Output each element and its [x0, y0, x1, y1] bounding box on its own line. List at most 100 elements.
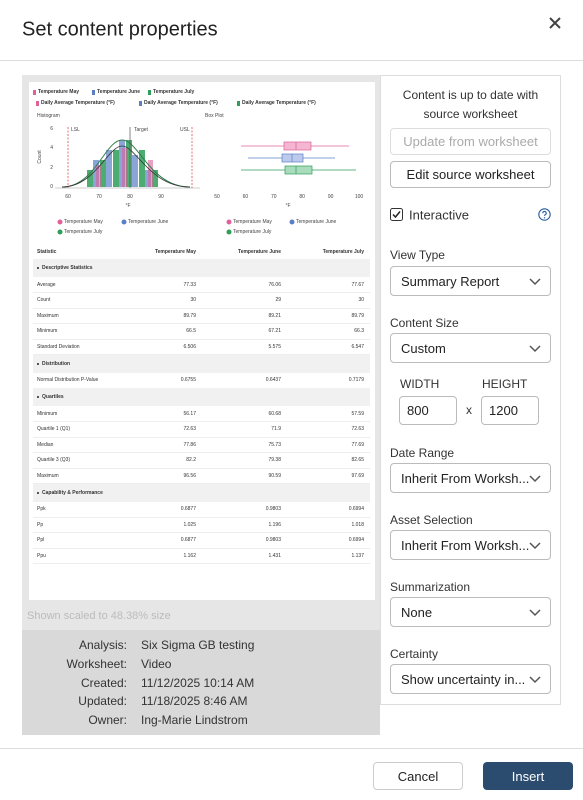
- table-cell-number: 77.86: [183, 441, 196, 448]
- table-cell-number: 5.575: [268, 343, 281, 350]
- legend-label: Temperature May: [233, 219, 272, 225]
- preview-page: [29, 82, 375, 600]
- content-size-select[interactable]: Custom: [390, 333, 551, 363]
- table-cell-number: 77.67: [351, 281, 364, 288]
- table-cell-number: 1.137: [351, 552, 364, 559]
- x-tick-label: 50: [214, 194, 220, 200]
- table-cell-label: Maximum: [37, 472, 59, 479]
- meta-label: Worksheet:: [66, 656, 127, 671]
- field-label: Content Size: [390, 316, 459, 330]
- legend-dots: [57, 219, 295, 235]
- y-tick-label: 2: [50, 164, 53, 171]
- chip-icon: [92, 89, 95, 95]
- table-cell-number: 77.69: [351, 441, 364, 448]
- table-cell-number: 0.9803: [265, 506, 281, 513]
- legend-label: Temperature May: [64, 219, 103, 225]
- metadata-panel: [22, 630, 380, 735]
- cancel-button[interactable]: Cancel: [373, 762, 463, 790]
- status-text: Content is up to date with source worksh…: [402, 88, 539, 121]
- select-value: Custom: [401, 340, 446, 356]
- table-cell-number: 89.21: [268, 312, 281, 319]
- divider: [0, 748, 583, 749]
- table-cell-number: Temperature May: [154, 249, 196, 255]
- row-separator: [33, 563, 370, 564]
- table-cell-number: 6.547: [351, 343, 364, 350]
- table-cell-number: 0.6877: [180, 506, 196, 513]
- table-cell-number: 82.65: [351, 457, 364, 464]
- table-cell-number: 30: [358, 297, 364, 304]
- meta-label: Updated:: [78, 694, 127, 709]
- row-separator: [33, 516, 370, 517]
- summarization-select[interactable]: None: [390, 597, 551, 627]
- table-cell-number: 75.73: [268, 441, 281, 448]
- table-cell-number: 57.59: [351, 410, 364, 417]
- width-input[interactable]: 800: [399, 396, 457, 425]
- table-cell-label: Pp: [37, 521, 44, 528]
- x-tick-label: 70: [271, 194, 277, 200]
- section-caret: [37, 267, 39, 269]
- chip-icon: [237, 100, 240, 106]
- table-cell-number: 71.9: [271, 426, 281, 433]
- y-tick-label: 6: [50, 125, 53, 132]
- row-separator: [33, 421, 370, 422]
- table-cell-number: 30: [190, 297, 196, 304]
- x-tick-label: 60: [242, 194, 249, 200]
- height-label: HEIGHT: [482, 377, 528, 391]
- row-separator: [33, 532, 370, 533]
- spec-label: Target: [134, 127, 148, 133]
- table-cell-number: 72.63: [183, 426, 196, 433]
- table-cell-number: 67.21: [268, 328, 281, 335]
- section-caret: [37, 491, 39, 494]
- meta-value: Six Sigma GB testing: [141, 638, 255, 652]
- certainty-select[interactable]: Show uncertainty in...: [390, 664, 551, 694]
- table-cell-number: 79.38: [268, 457, 281, 464]
- spec-label: LSL: [71, 127, 80, 133]
- meta-label: Analysis:: [78, 638, 127, 652]
- edit-button[interactable]: Edit source worksheet: [390, 161, 551, 188]
- table-cell-label: Standard Deviation: [37, 343, 80, 350]
- chip-label: Daily Average Temperature (°F): [144, 100, 218, 106]
- sidebar: [380, 75, 561, 705]
- table-cell-label: Quartile 3 (Q3): [37, 457, 71, 464]
- insert-button[interactable]: Insert: [483, 762, 573, 790]
- row-separator: [33, 354, 370, 355]
- update-button[interactable]: Update from worksheet: [390, 128, 551, 155]
- table-cell-number: 0.6994: [348, 537, 364, 544]
- table-cell-number: 90.59: [268, 472, 281, 479]
- help-icon[interactable]: [538, 208, 551, 221]
- select-value: None: [401, 604, 433, 620]
- table-cell-number: 77.33: [183, 281, 196, 288]
- table-cell-number: 82.2: [186, 457, 196, 464]
- table-cell-label: Median: [37, 441, 54, 448]
- legend-label: Temperature July: [233, 229, 272, 235]
- axis-title: °F: [125, 203, 131, 209]
- table-cell-number: 66.5: [186, 328, 196, 335]
- table-cell-number: 96.56: [183, 472, 196, 479]
- checkbox[interactable]: [390, 208, 403, 221]
- table-cell-label: Minimum: [37, 328, 58, 335]
- section-title: Capability & Performance: [42, 489, 103, 496]
- meta-value: 11/12/2025 10:14 AM: [141, 675, 255, 690]
- asset-select[interactable]: Inherit From Worksh...: [390, 530, 551, 560]
- legend-label: Temperature June: [128, 219, 169, 225]
- field-label: View Type: [390, 248, 445, 262]
- x-tick-label: 100: [354, 194, 364, 200]
- table-cell-number: 66.3: [354, 328, 364, 335]
- x-tick-label: 80: [299, 194, 305, 200]
- table-cell-label: Count: [37, 297, 51, 304]
- table-cell-number: 72.63: [351, 426, 364, 433]
- close-button[interactable]: [549, 17, 561, 29]
- height-input[interactable]: 1200: [481, 396, 539, 425]
- chip-icon: [139, 100, 142, 106]
- view-type-select[interactable]: Summary Report: [390, 266, 551, 296]
- date-range-select[interactable]: Inherit From Worksh...: [390, 463, 551, 493]
- table-cell-number: 0.7179: [348, 377, 364, 384]
- table-cell-label: Ppl: [37, 537, 45, 544]
- y-tick-label: 4: [50, 145, 53, 152]
- x-tick-label: 90: [158, 194, 164, 200]
- select-value: Inherit From Worksh...: [401, 470, 530, 486]
- section-caret: [37, 396, 39, 398]
- field-label: Certainty: [390, 647, 439, 661]
- row-separator: [33, 547, 370, 548]
